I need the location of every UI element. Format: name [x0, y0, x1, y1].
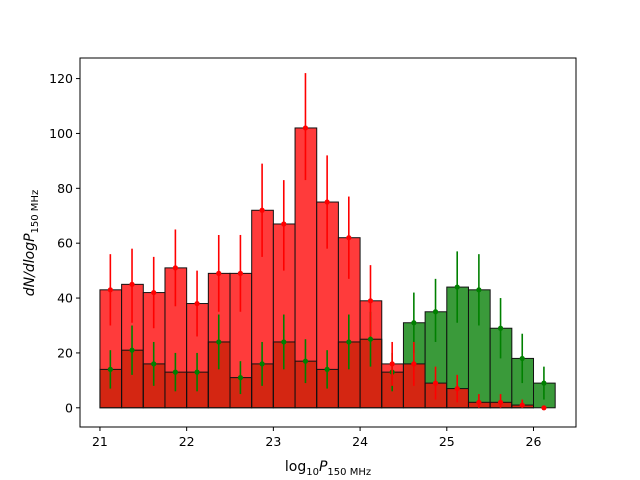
histogram-bar-upper — [295, 127, 317, 362]
y-axis-title-main: dN/dlog — [22, 242, 38, 296]
histogram-bar-upper — [468, 289, 491, 403]
green-data-point — [497, 325, 504, 331]
green-data-point — [237, 375, 244, 381]
green-data-point — [302, 358, 309, 364]
red-data-point — [432, 380, 439, 386]
y-tick-label: 80 — [57, 181, 73, 196]
x-axis-title-var: P — [319, 459, 328, 475]
green-data-point — [129, 347, 135, 353]
red-data-point — [302, 125, 309, 131]
red-data-point — [497, 399, 504, 405]
histogram-bar-overlap — [208, 341, 231, 408]
red-data-point — [519, 402, 525, 408]
red-data-point — [541, 405, 547, 411]
x-tick-label: 24 — [352, 434, 368, 449]
green-data-point — [194, 369, 200, 375]
y-axis-title-sub: 150 MHz — [30, 190, 41, 234]
red-data-point — [411, 361, 417, 367]
y-ticks: 0 20 40 60 80 100 120 — [49, 71, 80, 415]
green-data-point — [367, 336, 374, 342]
red-data-point — [216, 270, 222, 276]
green-data-point — [107, 366, 113, 372]
histogram-bar-upper — [143, 292, 165, 364]
green-data-point — [454, 284, 460, 290]
x-axis-title-log: log — [285, 459, 306, 475]
x-axis-title-log-sub: 10 — [306, 467, 319, 478]
red-data-point — [346, 235, 352, 241]
x-ticks: 21 22 23 24 25 26 — [92, 427, 542, 449]
red-data-point — [151, 289, 157, 296]
green-data-point — [151, 361, 157, 367]
green-data-point — [432, 309, 439, 315]
x-tick-label: 23 — [265, 434, 281, 449]
red-data-point — [454, 385, 460, 392]
histogram-bar-overlap — [338, 341, 361, 408]
green-data-point — [259, 361, 265, 367]
green-data-point — [541, 380, 547, 386]
histogram-bar-upper — [490, 328, 512, 403]
histogram-bar-upper — [273, 223, 296, 342]
x-axis-title-var-sub: 150 MHz — [327, 467, 371, 478]
red-data-point — [107, 287, 113, 293]
histogram-bar-overlap — [360, 339, 382, 408]
x-tick-label: 26 — [526, 434, 542, 449]
histogram-bar-overlap — [273, 341, 296, 408]
red-data-point — [389, 361, 395, 367]
red-data-point — [237, 270, 244, 276]
y-tick-label: 100 — [49, 126, 73, 141]
green-data-point — [281, 339, 287, 345]
green-data-point — [172, 369, 178, 375]
y-tick-label: 0 — [65, 400, 73, 415]
green-data-point — [411, 320, 417, 326]
y-tick-label: 20 — [57, 345, 73, 360]
x-tick-label: 25 — [439, 434, 455, 449]
red-data-point — [367, 298, 374, 304]
y-tick-label: 120 — [49, 71, 73, 86]
histogram-bar-upper — [316, 202, 339, 370]
histogram-bar-upper — [425, 311, 447, 384]
histogram-bar-overlap — [121, 350, 144, 408]
green-data-point — [216, 339, 222, 345]
green-data-point — [476, 287, 482, 293]
red-data-point — [172, 265, 178, 271]
red-data-point — [129, 281, 135, 287]
red-data-point — [194, 300, 200, 307]
x-axis-title: log10P150 MHz — [285, 459, 371, 478]
error-bars-layer — [107, 73, 547, 411]
red-data-point — [259, 207, 265, 213]
histogram-bar-upper — [99, 289, 122, 370]
green-data-point — [519, 355, 525, 362]
green-data-point — [324, 366, 330, 372]
histogram-bar-overlap — [295, 361, 317, 408]
histogram-bar-upper — [230, 273, 252, 378]
histogram-bar-upper — [338, 237, 361, 342]
histogram-bar-upper — [164, 267, 187, 373]
y-tick-label: 60 — [57, 236, 73, 251]
y-axis-title: dN/dlogP150 MHz — [22, 190, 41, 296]
y-tick-label: 40 — [57, 291, 73, 306]
red-data-point — [281, 221, 287, 227]
x-tick-label: 22 — [179, 434, 195, 449]
y-axis-title-var: P — [22, 233, 38, 242]
histogram-bar-upper — [446, 287, 469, 389]
red-data-point — [324, 199, 330, 205]
green-data-point — [346, 339, 352, 345]
red-data-point — [476, 399, 482, 405]
plot-frame — [79, 57, 577, 428]
x-tick-label: 21 — [92, 434, 108, 449]
histogram-bar-upper — [251, 210, 274, 364]
histogram-bar-upper — [186, 303, 209, 373]
